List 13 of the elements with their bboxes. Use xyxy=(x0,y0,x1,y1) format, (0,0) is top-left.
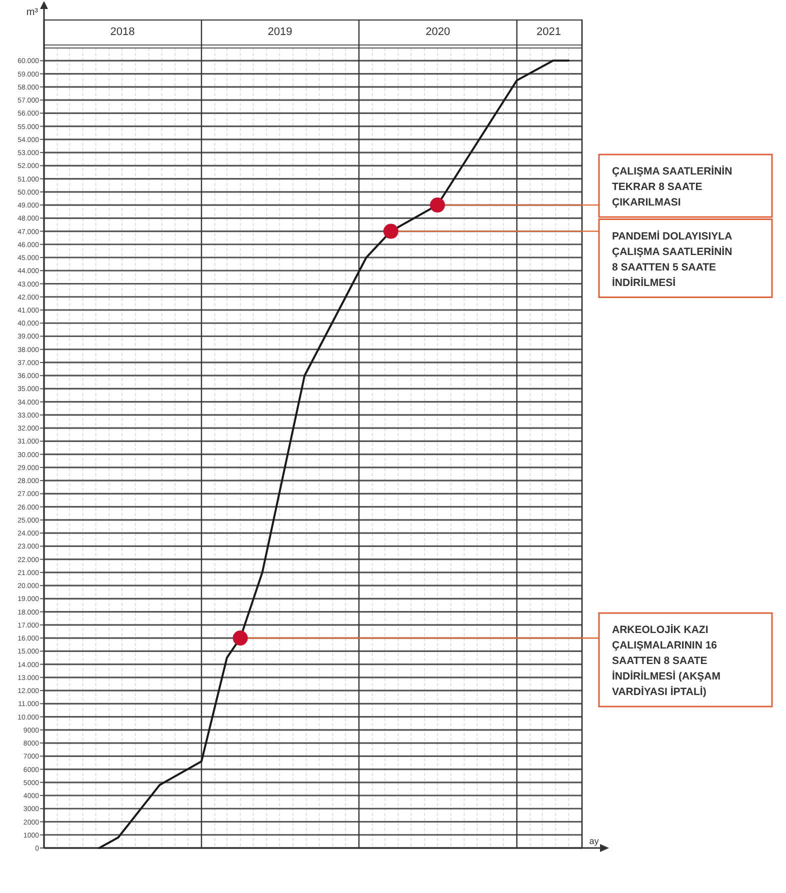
point xyxy=(232,630,248,646)
x-tick-label: 2020 xyxy=(426,26,450,38)
point xyxy=(383,224,398,239)
x-tick-label: 2019 xyxy=(268,26,292,38)
point xyxy=(430,198,445,213)
annotation: ARKEOLOJİK KAZI ÇALIŞMALARININ 16 SAATTEN 8 SAATE İNDİRİLMESİ (AKŞAM VARDİYASI İPTALİ) xyxy=(612,624,721,698)
x-tick-label: 2018 xyxy=(110,26,135,38)
x-axis-title: ay xyxy=(589,836,600,846)
line-series xyxy=(98,60,570,849)
annotation: ÇALIŞMA SAATLERİNİN TEKRAR 8 SAATE ÇIKARILMASI xyxy=(612,166,732,209)
y-axis-title: m³ xyxy=(26,7,39,18)
annotation: PANDEMİ DOLAYISIYLA ÇALIŞMA SAATLERİNİN 8 SAATTEN 5 SAATE İNDİRİLMESİ xyxy=(612,230,733,289)
x-tick-label: 2021 xyxy=(536,26,562,38)
